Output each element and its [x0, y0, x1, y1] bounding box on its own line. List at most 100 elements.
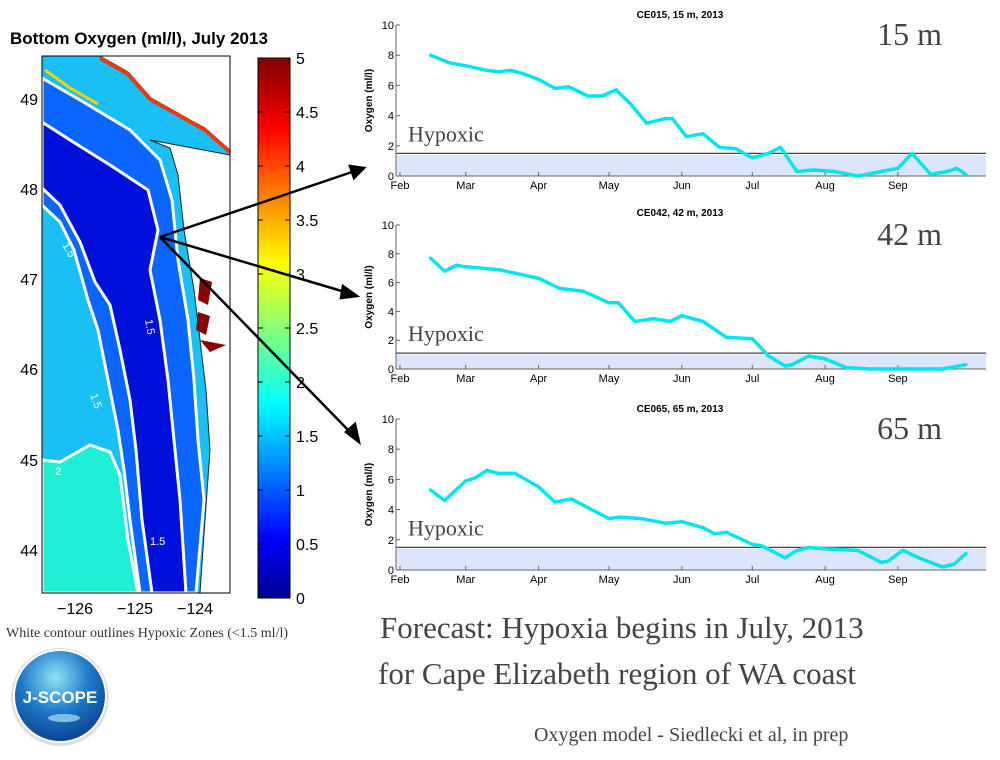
data-point	[485, 468, 489, 472]
data-point	[497, 471, 501, 475]
data-point	[428, 53, 433, 57]
data-point	[807, 354, 811, 358]
data-point	[795, 169, 799, 174]
y-tick-label: 2	[388, 141, 394, 153]
headline-line1: Forecast: Hypoxia begins in July, 2013	[380, 610, 864, 645]
y-tick-label: 8	[388, 50, 394, 62]
data-point	[668, 319, 672, 324]
data-point	[536, 485, 541, 489]
data-point	[760, 544, 764, 548]
data-point	[832, 169, 837, 174]
logo-text: J-SCOPE	[23, 688, 98, 707]
data-point	[823, 357, 827, 361]
data-point	[807, 545, 811, 549]
contour-label: 2	[55, 466, 61, 478]
data-point	[701, 132, 705, 136]
data-point	[823, 547, 827, 551]
x-tick-label: Apr	[530, 180, 547, 192]
y-tick-label: 0	[388, 565, 394, 577]
data-point	[644, 121, 649, 125]
data-point	[795, 548, 799, 552]
lat-tick: 45	[20, 453, 38, 470]
hypoxic-label: Hypoxic	[408, 515, 484, 540]
x-tick-label: Jun	[673, 574, 691, 586]
x-tick-label: Mar	[456, 574, 475, 586]
data-point	[868, 367, 872, 371]
x-tick-label: Feb	[391, 574, 410, 586]
data-point	[628, 101, 632, 106]
data-point	[616, 515, 621, 519]
x-tick-label: Apr	[530, 373, 547, 385]
data-point	[856, 548, 860, 552]
data-point	[586, 94, 590, 98]
map-zone-2ml	[42, 443, 140, 593]
lat-tick: 47	[20, 272, 38, 289]
data-point	[663, 521, 667, 525]
data-point	[497, 268, 501, 272]
data-point	[443, 269, 447, 273]
data-point	[680, 520, 684, 524]
y-tick-label: 10	[382, 20, 394, 32]
colorbar-tick-label: 0.5	[296, 537, 318, 554]
data-point	[945, 169, 949, 174]
oxygen-timeseries-charts: 0 2 4 6 8 10 Feb Mar Apr May Jun Jul Aug Sep Oxygen (m…	[364, 10, 986, 586]
data-point	[536, 276, 541, 280]
map-caption: White contour outlines Hypoxic Zones (<1…	[6, 626, 288, 641]
x-tick-label: Jun	[673, 180, 691, 192]
data-point	[955, 166, 959, 171]
data-point	[952, 562, 956, 566]
data-point	[724, 530, 729, 534]
y-tick-label: 4	[388, 505, 394, 517]
colorbar-tick-label: 3	[296, 267, 305, 284]
depth-label: 42 m	[877, 216, 942, 252]
hypoxic-zone	[396, 548, 986, 570]
data-point	[553, 500, 557, 504]
chart-title: CE042, 42 m, 2013	[637, 208, 724, 219]
y-tick-label: 6	[388, 474, 394, 486]
data-point	[778, 145, 783, 149]
data-point	[607, 301, 611, 305]
map-land-coast	[149, 139, 230, 593]
chart-1: 0 2 4 6 8 10 Feb Mar Apr May Jun Jul Aug Sep Oxygen (m…	[364, 208, 986, 385]
chart-2: 0 2 4 6 8 10 Feb Mar Apr May Jun Jul Aug Sep Oxygen (m…	[364, 404, 986, 586]
lon-tick: −124	[177, 601, 213, 618]
data-point	[879, 560, 884, 565]
data-point	[536, 77, 541, 81]
y-tick-label: 4	[388, 111, 394, 123]
data-point	[783, 556, 787, 560]
data-point	[886, 559, 891, 563]
chart-title: CE065, 65 m, 2013	[637, 404, 724, 415]
y-tick-label: 8	[388, 444, 394, 456]
y-tick-label: 2	[388, 535, 394, 547]
data-point	[558, 286, 562, 290]
data-point	[896, 166, 900, 171]
data-point	[717, 145, 722, 149]
data-point	[464, 265, 468, 269]
x-tick-label: Sep	[888, 373, 908, 385]
x-tick-label: May	[599, 373, 620, 385]
depth-label: 65 m	[877, 410, 942, 446]
data-point	[750, 542, 754, 546]
data-point	[663, 117, 667, 121]
data-point	[652, 317, 656, 321]
y-tick-label: 10	[382, 220, 394, 232]
data-point	[607, 517, 611, 521]
hypoxic-label: Hypoxic	[408, 121, 484, 146]
data-point	[485, 68, 489, 72]
data-point	[614, 88, 618, 92]
x-tick-label: Apr	[530, 574, 547, 586]
x-tick-label: Sep	[888, 180, 908, 192]
y-tick-label: 2	[388, 335, 394, 347]
x-tick-label: Aug	[815, 574, 835, 586]
data-point	[454, 263, 458, 267]
colorbar-tick-label: 1.5	[296, 429, 318, 446]
data-point	[680, 314, 684, 318]
y-tick-label: 8	[388, 249, 394, 261]
map-lon-axis: −126 −125 −124	[57, 601, 213, 618]
oxygen-series-line	[429, 256, 967, 371]
contour-label: 1.5	[87, 392, 104, 410]
data-point	[964, 551, 968, 555]
colorbar-tick-label: 0	[296, 591, 305, 608]
y-tick-label: 10	[382, 414, 394, 426]
